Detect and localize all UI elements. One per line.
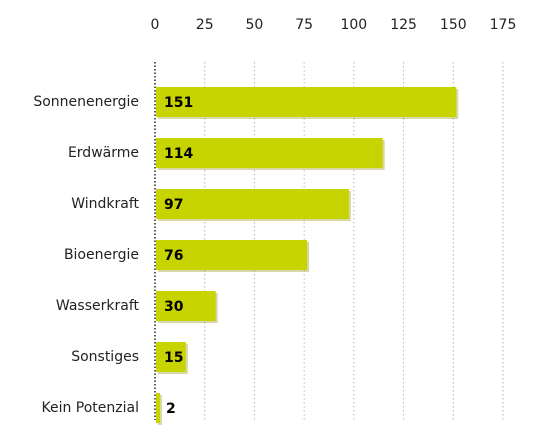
bar-bioenergie	[156, 240, 308, 270]
bar-windkraft	[156, 189, 349, 219]
category-label: Sonnenenergie	[33, 94, 139, 110]
x-tick-label: 175	[490, 17, 517, 33]
value-label: 2	[166, 401, 176, 417]
bar-sonnenenergie	[156, 87, 457, 117]
grid-lines	[154, 62, 504, 420]
x-axis-ticks: 0 25 50 75 100 125 150 175	[151, 17, 517, 33]
value-label: 97	[164, 197, 183, 213]
bar-shadow	[158, 395, 162, 425]
bar-erdw-rme	[156, 138, 383, 168]
bar-kein-potenzial	[156, 393, 160, 423]
x-tick-label: 100	[340, 17, 367, 33]
value-label: 15	[164, 350, 183, 366]
bar-wasserkraft	[156, 291, 216, 321]
x-tick-label: 125	[390, 17, 417, 33]
category-label: Wasserkraft	[56, 298, 140, 314]
x-tick-label: 25	[196, 17, 214, 33]
category-label: Windkraft	[71, 196, 139, 212]
value-label: 114	[164, 146, 193, 162]
category-label: Erdwärme	[68, 145, 139, 161]
category-labels: Sonnenenergie 151 Erdwärme 114 Windkraft 97 Bi…	[33, 94, 193, 417]
bars	[156, 87, 459, 425]
x-tick-label: 50	[246, 17, 264, 33]
category-label: Sonstiges	[71, 349, 139, 365]
value-label: 151	[164, 95, 193, 111]
value-label: 76	[164, 248, 183, 264]
category-label: Kein Potenzial	[41, 400, 139, 416]
bar-sonstiges	[156, 342, 186, 372]
category-label: Bioenergie	[64, 247, 139, 263]
value-label: 30	[164, 299, 184, 315]
x-tick-label: 75	[295, 17, 313, 33]
x-tick-label: 0	[151, 17, 160, 33]
x-tick-label: 150	[440, 17, 467, 33]
